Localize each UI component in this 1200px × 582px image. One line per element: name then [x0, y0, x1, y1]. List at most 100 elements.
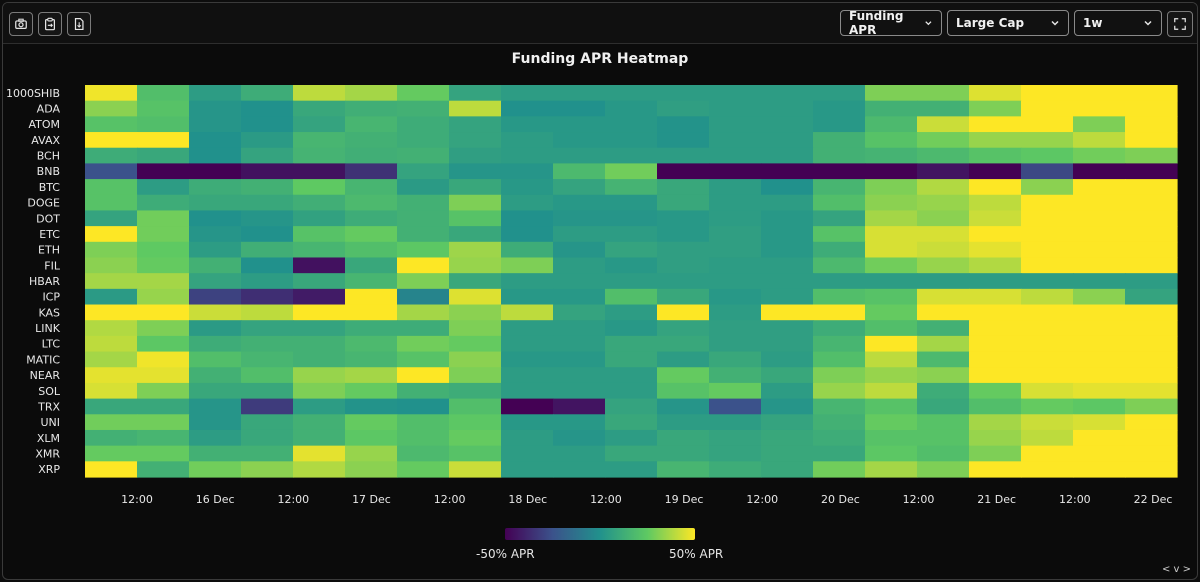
heatmap-cell[interactable] [605, 179, 658, 196]
heatmap-cell[interactable] [137, 257, 190, 274]
heatmap-cell[interactable] [1073, 179, 1126, 196]
heatmap-cell[interactable] [865, 273, 918, 290]
heatmap-cell[interactable] [449, 116, 502, 133]
heatmap-cell[interactable] [917, 226, 970, 243]
heatmap-cell[interactable] [605, 85, 658, 102]
heatmap-cell[interactable] [605, 367, 658, 384]
heatmap-cell[interactable] [1021, 257, 1074, 274]
heatmap-cell[interactable] [657, 210, 710, 227]
heatmap-cell[interactable] [345, 320, 398, 337]
heatmap-cell[interactable] [241, 257, 294, 274]
heatmap-cell[interactable] [189, 367, 242, 384]
heatmap-cell[interactable] [85, 398, 138, 415]
heatmap-cell[interactable] [865, 367, 918, 384]
heatmap-cell[interactable] [241, 288, 294, 306]
heatmap-cell[interactable] [241, 414, 294, 431]
heatmap-cell[interactable] [1073, 351, 1126, 368]
heatmap-cell[interactable] [969, 100, 1022, 117]
heatmap-cell[interactable] [969, 226, 1022, 243]
heatmap-cell[interactable] [293, 351, 346, 368]
heatmap-cell[interactable] [657, 257, 710, 274]
heatmap-cell[interactable] [553, 367, 606, 384]
heatmap-cell[interactable] [345, 257, 398, 274]
heatmap-cell[interactable] [501, 445, 554, 462]
heatmap-cell[interactable] [865, 147, 918, 164]
heatmap-cell[interactable] [241, 335, 294, 353]
heatmap-cell[interactable] [449, 194, 502, 212]
heatmap-cell[interactable] [397, 194, 450, 212]
heatmap-cell[interactable] [709, 335, 762, 353]
heatmap-cell[interactable] [605, 445, 658, 462]
heatmap-cell[interactable] [813, 273, 866, 290]
heatmap-cell[interactable] [761, 351, 814, 368]
heatmap-cell[interactable] [917, 351, 970, 368]
heatmap-cell[interactable] [345, 429, 398, 447]
heatmap-cell[interactable] [553, 226, 606, 243]
heatmap-cell[interactable] [345, 210, 398, 227]
heatmap-cell[interactable] [397, 163, 450, 180]
heatmap-cell[interactable] [397, 100, 450, 117]
heatmap-cell[interactable] [761, 210, 814, 227]
heatmap-cell[interactable] [605, 398, 658, 415]
heatmap-cell[interactable] [917, 320, 970, 337]
heatmap-cell[interactable] [189, 445, 242, 462]
heatmap-cell[interactable] [85, 335, 138, 353]
heatmap-cell[interactable] [605, 335, 658, 353]
heatmap-cell[interactable] [917, 414, 970, 431]
heatmap-cell[interactable] [85, 210, 138, 227]
heatmap-cell[interactable] [969, 194, 1022, 212]
heatmap-cell[interactable] [657, 429, 710, 447]
heatmap-cell[interactable] [813, 85, 866, 102]
heatmap-cell[interactable] [1073, 116, 1126, 133]
heatmap-cell[interactable] [449, 320, 502, 337]
heatmap-cell[interactable] [137, 273, 190, 290]
heatmap-cell[interactable] [1125, 132, 1178, 149]
heatmap-cell[interactable] [917, 100, 970, 117]
heatmap-cell[interactable] [1021, 210, 1074, 227]
heatmap-cell[interactable] [397, 461, 450, 478]
heatmap-cell[interactable] [397, 304, 450, 321]
heatmap-cell[interactable] [1073, 461, 1126, 478]
heatmap-cell[interactable] [397, 179, 450, 196]
heatmap-cell[interactable] [345, 147, 398, 164]
heatmap-cell[interactable] [85, 351, 138, 368]
heatmap-cell[interactable] [709, 147, 762, 164]
heatmap-cell[interactable] [1021, 367, 1074, 384]
heatmap-cell[interactable] [137, 414, 190, 431]
heatmap-cell[interactable] [293, 273, 346, 290]
heatmap-cell[interactable] [969, 288, 1022, 306]
heatmap-cell[interactable] [293, 445, 346, 462]
heatmap-cell[interactable] [709, 210, 762, 227]
heatmap-cell[interactable] [293, 367, 346, 384]
heatmap-cell[interactable] [449, 163, 502, 180]
heatmap-cell[interactable] [657, 382, 710, 400]
heatmap-cell[interactable] [293, 163, 346, 180]
metric-select[interactable]: Funding APR [840, 9, 942, 37]
heatmap-cell[interactable] [917, 382, 970, 400]
heatmap-cell[interactable] [501, 85, 554, 102]
heatmap-cell[interactable] [397, 257, 450, 274]
heatmap-cell[interactable] [605, 226, 658, 243]
heatmap-cell[interactable] [761, 226, 814, 243]
heatmap-cell[interactable] [241, 100, 294, 117]
heatmap-cell[interactable] [85, 288, 138, 306]
heatmap-cell[interactable] [1073, 367, 1126, 384]
heatmap-cell[interactable] [345, 194, 398, 212]
heatmap-cell[interactable] [345, 241, 398, 259]
heatmap-cell[interactable] [553, 414, 606, 431]
heatmap-cell[interactable] [293, 461, 346, 478]
heatmap-cell[interactable] [1021, 414, 1074, 431]
heatmap-cell[interactable] [813, 335, 866, 353]
heatmap-cell[interactable] [813, 288, 866, 306]
heatmap-cell[interactable] [761, 335, 814, 353]
heatmap-cell[interactable] [761, 163, 814, 180]
heatmap-cell[interactable] [85, 132, 138, 149]
heatmap-cell[interactable] [1021, 288, 1074, 306]
heatmap-cell[interactable] [137, 335, 190, 353]
heatmap-cell[interactable] [657, 194, 710, 212]
heatmap-cell[interactable] [293, 100, 346, 117]
heatmap-cell[interactable] [761, 461, 814, 478]
heatmap-cell[interactable] [865, 226, 918, 243]
heatmap-cell[interactable] [1021, 163, 1074, 180]
heatmap-cell[interactable] [1021, 382, 1074, 400]
